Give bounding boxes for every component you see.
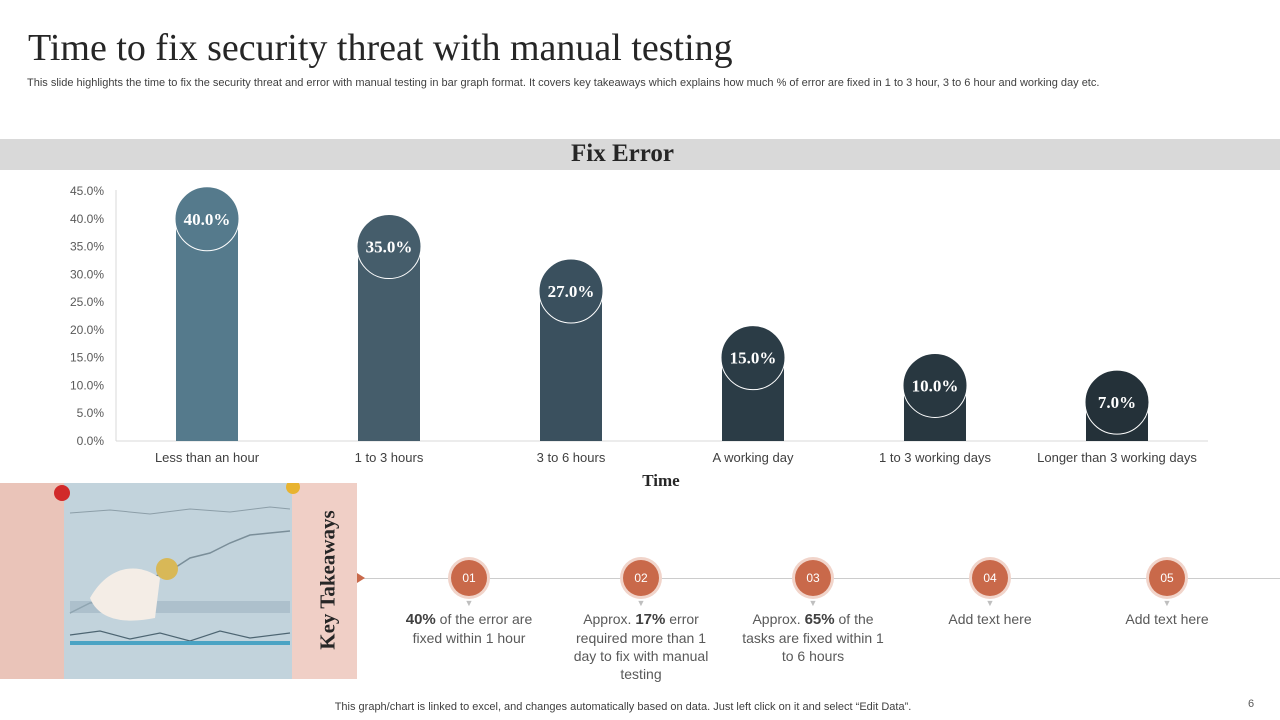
takeaway-step-2: 02 ▼ Approx. 17% error required more tha… [566,560,716,683]
stock-chart-photo [0,483,357,679]
down-arrow-icon: ▼ [464,598,474,608]
key-takeaways-heading: Key Takeaways [315,510,340,650]
data-label: 10.0% [912,376,959,395]
step-number-badge: 01 [451,560,487,596]
x-tick-label: 1 to 3 hours [355,450,424,465]
step-number-badge: 05 [1149,560,1185,596]
x-tick-label: A working day [713,450,794,465]
down-arrow-icon: ▼ [636,598,646,608]
y-tick-label: 20.0% [70,323,104,337]
bar-value-bubble [538,258,604,324]
data-label: 27.0% [548,282,595,301]
chart-title-band [0,139,1280,170]
takeaway-text: Approx. 65% of the tasks are fixed withi… [742,611,884,664]
timeline-arrow-icon [357,573,365,583]
bar-value-bubble [720,325,786,391]
y-tick-labels: 0.0% 5.0% 10.0% 15.0% 20.0% 25.0% 30.0% 35.0% 40… [70,184,104,448]
bar-chart: 0.0%5.0%10.0%15.0%20.0%25.0%30.0%35.0%40… [70,184,1208,490]
x-tick-label: 1 to 3 working days [879,450,992,465]
down-arrow-icon: ▼ [1162,598,1172,608]
y-tick-label: 40.0% [70,212,104,226]
trading-chart-image [0,483,357,679]
takeaway-text: Add text here [1125,611,1209,627]
takeaway-step-3: 03 ▼ Approx. 65% of the tasks are fixed … [738,560,888,665]
takeaway-text: 40% of the error are fixed within 1 hour [405,611,533,646]
x-tick-labels: Less than an hour 1 to 3 hours 3 to 6 hour… [155,450,1197,465]
slide-title: Time to fix security threat with manual … [28,27,733,69]
bar-value-bubble [174,186,240,252]
y-tick-label: 35.0% [70,240,104,254]
bar [176,218,238,441]
bar-value-bubble [356,214,422,280]
data-label: 35.0% [366,238,413,257]
down-arrow-icon: ▼ [985,598,995,608]
x-tick-label: Less than an hour [155,450,260,465]
step-number-badge: 04 [972,560,1008,596]
page-number: 6 [1248,698,1255,710]
bars: 40.0% 35.0% 27.0% 15.0% 10.0% 7.0% [174,186,1150,441]
takeaway-step-1: 01 ▼ 40% of the error are fixed within 1… [394,560,544,647]
y-tick-label: 45.0% [70,184,104,198]
step-number-badge: 03 [795,560,831,596]
takeaway-step-4: 04 ▼ Add text here [915,560,1065,629]
chart-title: Fix Error [571,140,674,167]
x-tick-label: Longer than 3 working days [1037,450,1197,465]
takeaway-step-5: 05 ▼ Add text here [1092,560,1242,629]
data-label: 15.0% [730,349,777,368]
y-tick-label: 30.0% [70,267,104,281]
takeaway-text: Approx. 17% error required more than 1 d… [573,611,709,682]
y-tick-label: 25.0% [70,295,104,309]
footnote: This graph/chart is linked to excel, and… [334,701,912,713]
y-tick-label: 15.0% [70,351,104,365]
x-tick-label: 3 to 6 hours [537,450,606,465]
data-label: 7.0% [1098,393,1136,412]
y-tick-label: 0.0% [77,434,105,448]
step-number-badge: 02 [623,560,659,596]
down-arrow-icon: ▼ [808,598,818,608]
slide-subtitle: This slide highlights the time to fix th… [27,77,1100,89]
bar-value-bubble [1084,369,1150,435]
bar-value-bubble [902,352,968,418]
y-tick-label: 10.0% [70,378,104,392]
y-tick-label: 5.0% [77,406,105,420]
takeaway-text: Add text here [948,611,1032,627]
data-label: 40.0% [184,210,231,229]
x-axis-title: Time [642,471,680,490]
